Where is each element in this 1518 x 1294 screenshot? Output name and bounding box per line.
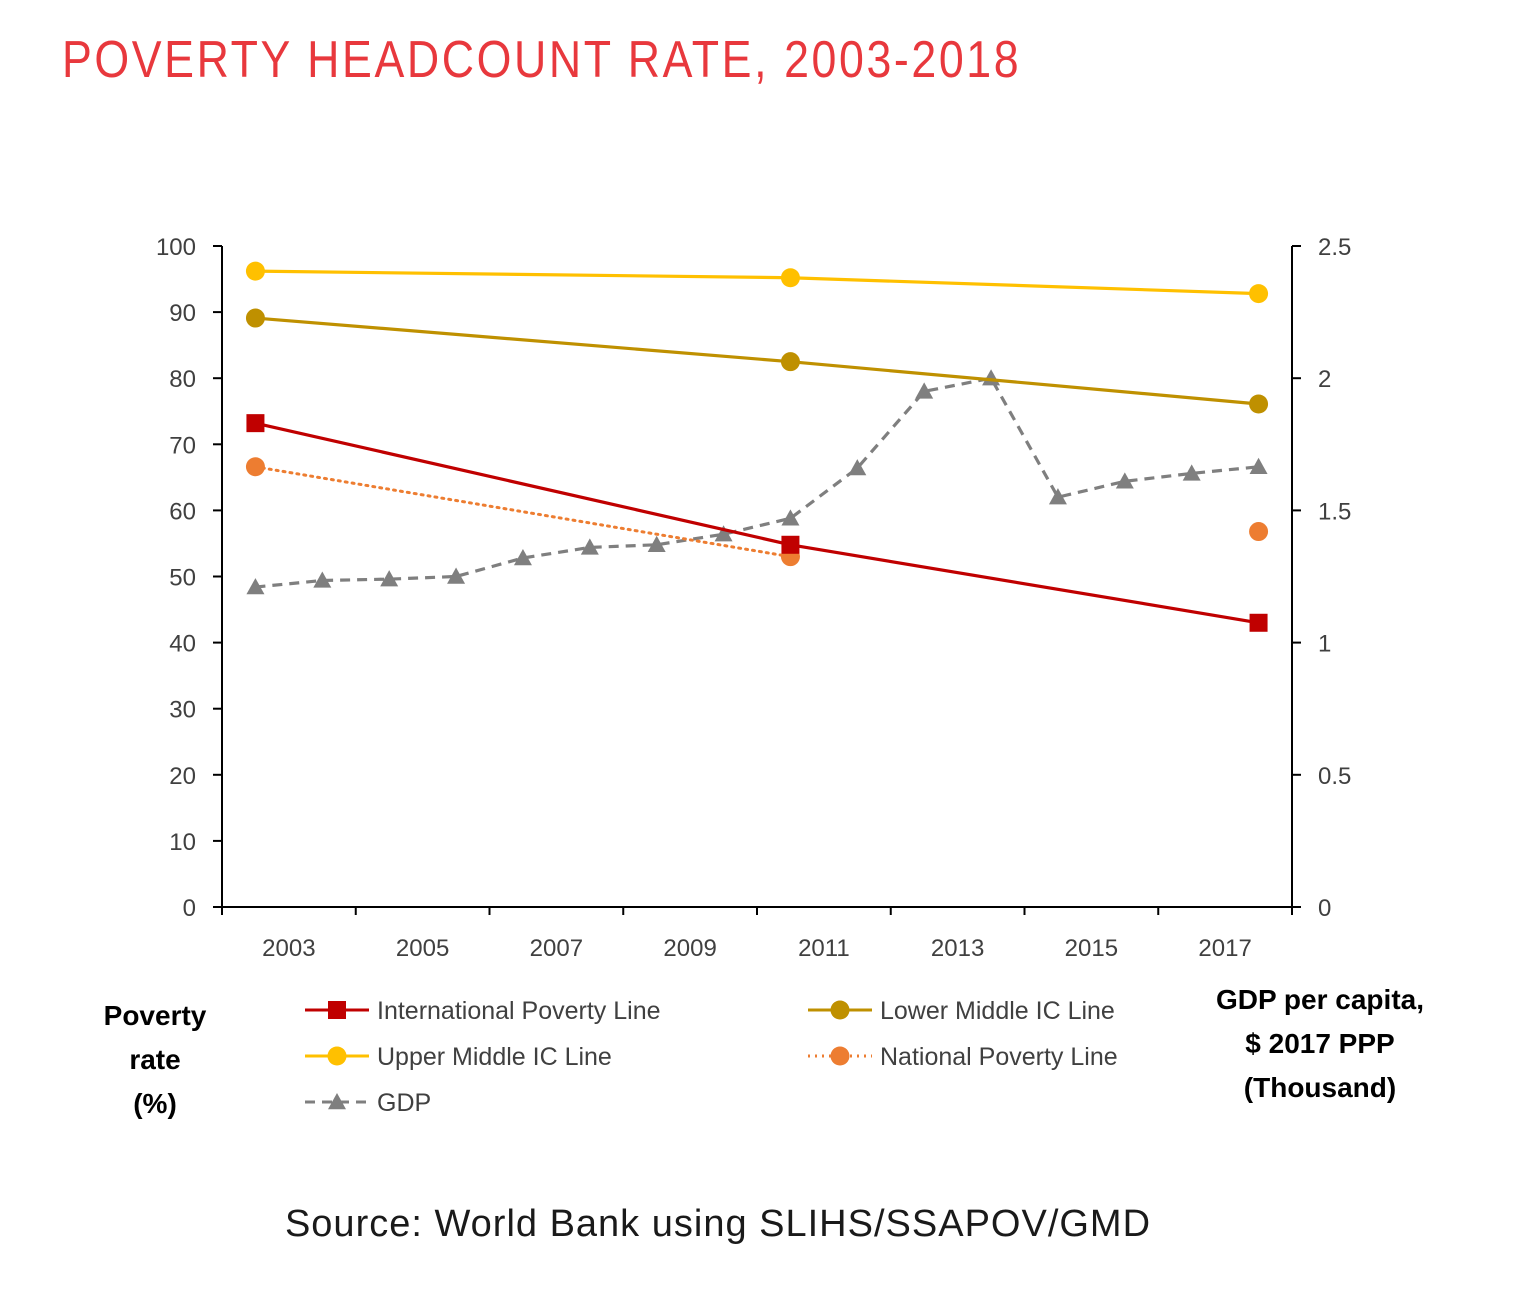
chart-title: POVERTY HEADCOUNT RATE, 2003-2018: [62, 31, 1022, 89]
y-right-tick-label: 0.5: [1318, 763, 1351, 790]
data-point-international-poverty-line: [246, 414, 265, 433]
data-point-gdp: [982, 369, 1001, 386]
y-left-title-line-2: rate: [129, 1044, 181, 1075]
data-point-gdp: [1115, 472, 1134, 489]
chart-legend: International Poverty Line Lower Middle I…: [305, 997, 1118, 1117]
legend-label-upper-middle-ic-line: Upper Middle IC Line: [377, 1043, 612, 1071]
y-left-title-line-1: Poverty: [103, 1000, 207, 1031]
data-point-gdp: [647, 535, 666, 552]
y-right-title-line-3: (Thousand): [1243, 1072, 1397, 1103]
data-point-national-poverty-line: [245, 457, 265, 477]
x-tick-label: 2009: [663, 935, 716, 962]
data-point-lower-middle-ic-line: [1249, 394, 1269, 414]
x-tick-label: 2005: [396, 935, 449, 962]
legend-label-international-poverty-line: International Poverty Line: [377, 997, 661, 1025]
series-line-national-poverty-line: [253, 465, 792, 559]
legend-marker-upper-middle-ic-line: [327, 1046, 347, 1066]
legend-label-gdp: GDP: [377, 1089, 431, 1117]
y-left-tick-label: 90: [169, 300, 196, 327]
data-point-gdp: [246, 578, 265, 595]
data-point-upper-middle-ic-line: [1249, 284, 1269, 304]
y-left-title-line-3: (%): [133, 1088, 177, 1119]
data-point-gdp: [313, 571, 332, 588]
data-point-lower-middle-ic-line: [780, 352, 800, 372]
y-right-title-line-2: $ 2017 PPP: [1245, 1028, 1395, 1059]
y-left-tick-label: 0: [183, 895, 196, 922]
y-left-tick-label: 30: [169, 697, 196, 724]
chart-axes: 0 10 20 30 40 50 60 70 80 90 100 0 0.5 1 1.5 2 2.5 2003 20…: [156, 234, 1351, 962]
data-point-gdp: [1182, 464, 1201, 481]
y-right-tick-label: 1.5: [1318, 498, 1351, 525]
legend-label-lower-middle-ic-line: Lower Middle IC Line: [880, 997, 1115, 1025]
y-right-tick-label: 2: [1318, 366, 1331, 393]
y-left-tick-label: 20: [169, 763, 196, 790]
y-right-tick-label: 0: [1318, 895, 1331, 922]
series-line-lower-middle-ic-line: [255, 316, 1259, 406]
data-point-gdp: [915, 382, 934, 399]
y-left-tick-label: 100: [156, 234, 196, 261]
data-point-gdp: [781, 509, 800, 526]
x-tick-label: 2015: [1065, 935, 1118, 962]
data-point-gdp: [1249, 457, 1268, 474]
y-left-tick-label: 70: [169, 432, 196, 459]
y-left-tick-label: 80: [169, 366, 196, 393]
data-point-lower-middle-ic-line: [245, 308, 265, 328]
series-line-gdp: [255, 376, 1259, 589]
legend-marker-gdp: [328, 1093, 346, 1110]
data-point-international-poverty-line: [781, 535, 800, 554]
y-right-tick-label: 2.5: [1318, 234, 1351, 261]
x-tick-label: 2003: [262, 935, 315, 962]
data-point-upper-middle-ic-line: [780, 268, 800, 288]
y-left-tick-label: 10: [169, 829, 196, 856]
chart-series: [245, 261, 1269, 632]
data-point-gdp: [1048, 488, 1067, 505]
data-point-gdp: [580, 538, 599, 555]
y-right-tick-label: 1: [1318, 631, 1331, 658]
x-tick-label: 2011: [798, 935, 850, 962]
legend-label-national-poverty-line: National Poverty Line: [880, 1043, 1118, 1071]
y-right-axis-title: GDP per capita, $ 2017 PPP (Thousand): [1180, 978, 1460, 1110]
y-left-tick-label: 60: [169, 498, 196, 525]
y-left-tick-label: 50: [169, 565, 196, 592]
data-point-gdp: [714, 525, 733, 542]
data-point-gdp: [447, 567, 466, 584]
y-left-tick-label: 40: [169, 631, 196, 658]
data-point-gdp: [380, 570, 399, 587]
legend-marker-international-poverty-line: [328, 1001, 346, 1019]
data-point-national-poverty-line: [1249, 522, 1269, 542]
data-point-gdp: [513, 548, 532, 566]
y-right-title-line-1: GDP per capita,: [1215, 984, 1424, 1015]
x-tick-label: 2017: [1198, 935, 1251, 962]
series-line-upper-middle-ic-line: [255, 269, 1259, 296]
data-point-gdp: [848, 459, 867, 476]
source-note: Source: World Bank using SLIHS/SSAPOV/GM…: [284, 1203, 1152, 1245]
data-point-international-poverty-line: [1249, 613, 1268, 632]
legend-marker-national-poverty-line: [830, 1046, 850, 1066]
data-point-upper-middle-ic-line: [245, 261, 265, 281]
y-left-axis-title: Poverty rate (%): [70, 994, 240, 1126]
legend-marker-lower-middle-ic-line: [830, 1000, 850, 1020]
x-tick-label: 2007: [530, 935, 583, 962]
series-line-international-poverty-line: [255, 421, 1259, 625]
x-tick-label: 2013: [931, 935, 984, 962]
